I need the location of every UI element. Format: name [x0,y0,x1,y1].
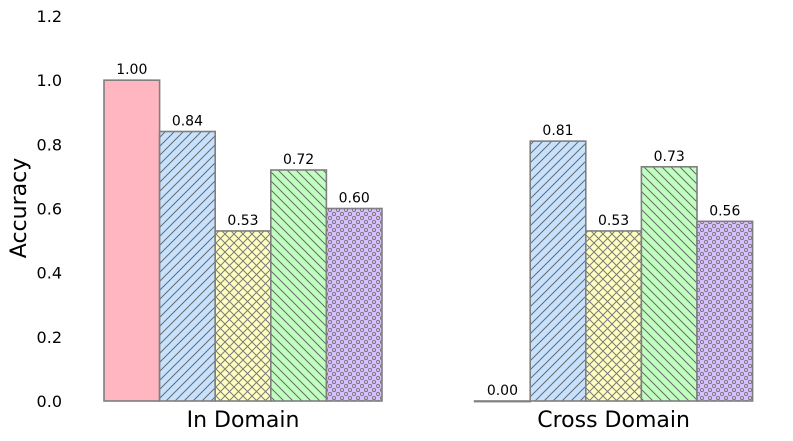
bar-value-label: 0.73 [654,149,685,165]
bars: 1.00 0.84 0.53 0.72 0.60 0.00 0.81 0.53 0.73 0.56 [103,62,754,403]
bar [325,207,383,402]
bar [214,230,272,402]
bar [103,79,161,402]
y-tick-label: 0.4 [37,264,62,283]
x-category-label: In Domain [187,408,300,433]
y-axis: 0.0 0.2 0.4 0.6 0.8 1.0 1.2 [37,7,62,411]
y-tick-label: 1.2 [37,7,62,26]
bar-value-label: 0.81 [542,123,573,139]
y-tick-label: 0.6 [37,200,62,219]
bar [696,220,754,402]
bar-value-label: 0.60 [339,191,370,207]
bar [529,140,587,402]
bar-value-label: 0.00 [487,383,518,399]
y-tick-label: 0.2 [37,328,62,347]
y-tick-label: 0.8 [37,135,62,154]
bar-value-label: 0.84 [172,114,203,130]
bar [269,169,328,402]
y-tick-label: 0.0 [37,392,62,411]
bar [473,400,532,403]
x-axis: In Domain Cross Domain [187,408,690,433]
bar-value-label: 0.72 [283,152,314,168]
y-axis-label: Accuracy [7,158,32,258]
bar-value-label: 1.00 [116,62,147,78]
bar-value-label: 0.53 [598,213,629,229]
bar-value-label: 0.53 [227,213,258,229]
bar [158,130,217,402]
y-tick-label: 1.0 [37,71,62,90]
bar [584,230,643,402]
bar [640,165,698,402]
bar-value-label: 0.56 [709,203,740,219]
x-category-label: Cross Domain [537,408,690,433]
